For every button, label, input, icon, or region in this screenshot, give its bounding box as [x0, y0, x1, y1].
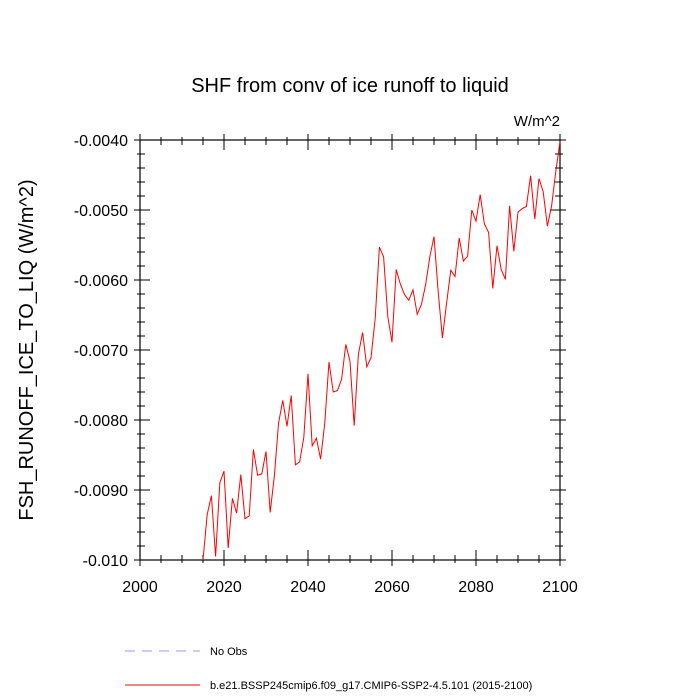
y-tick-label: -0.0090	[74, 483, 128, 500]
legend-label-model: b.e21.BSSP245cmip6.f09_g17.CMIP6-SSP2-4.…	[210, 680, 532, 692]
y-tick-label: -0.0070	[74, 343, 128, 360]
y-tick-label: -0.0060	[74, 273, 128, 290]
legend-label-no-obs: No Obs	[210, 646, 248, 658]
series-line-0	[202, 141, 561, 561]
units-label: W/m^2	[514, 113, 560, 130]
axis-ticks	[134, 134, 566, 566]
x-tick-label: 2000	[122, 579, 158, 596]
x-tick-label: 2020	[206, 579, 242, 596]
y-tick-label: -0.0080	[74, 413, 128, 430]
y-axis-label: FSH_RUNOFF_ICE_TO_LIQ (W/m^2)	[16, 179, 38, 520]
x-tick-label: 2080	[458, 579, 494, 596]
x-tick-label: 2060	[374, 579, 410, 596]
x-tick-label: 2040	[290, 579, 326, 596]
x-tick-label: 2100	[542, 579, 578, 596]
plot-frame	[139, 139, 561, 561]
y-tick-label: -0.010	[83, 553, 128, 570]
y-tick-label: -0.0050	[74, 203, 128, 220]
series-group	[202, 141, 561, 561]
y-tick-label: -0.0040	[74, 133, 128, 150]
axis-tick-labels: 2000 2020 2040 2060 2080 2100 -0.0040 -0.0050 -0…	[74, 133, 578, 596]
chart-title: SHF from conv of ice runoff to liquid	[191, 75, 509, 97]
legend: No Obs b.e21.BSSP245cmip6.f09_g17.CMIP6-…	[125, 646, 532, 692]
